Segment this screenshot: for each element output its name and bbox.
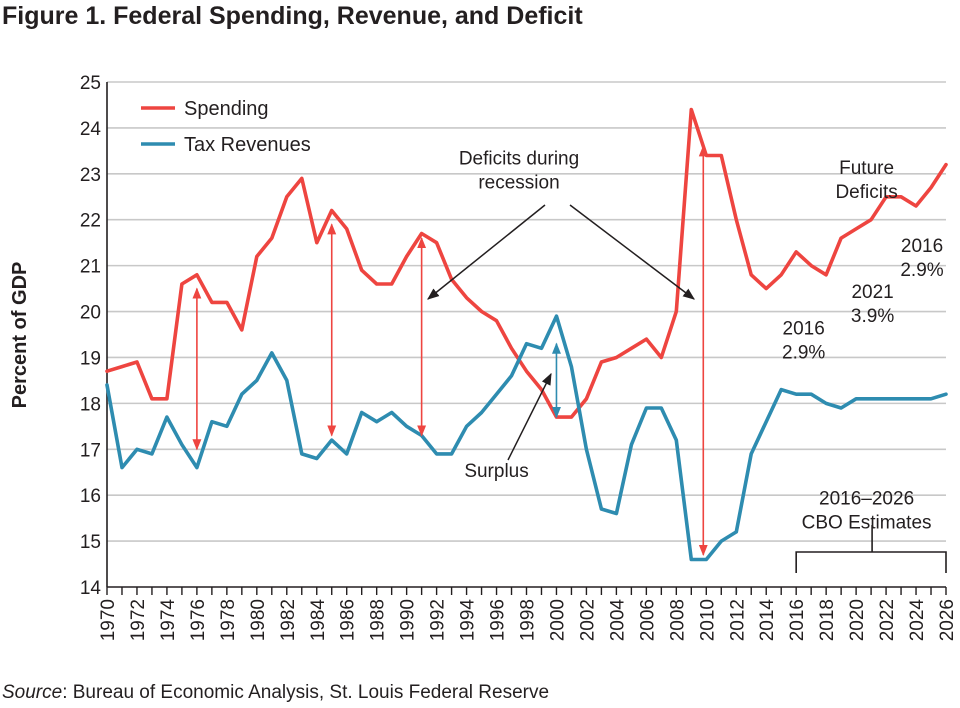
x-tick-label: 1982 — [278, 599, 299, 641]
x-tick-label: 1988 — [368, 599, 389, 641]
x-tick-label: 2022 — [877, 599, 898, 641]
x-tick-label: 2004 — [607, 599, 628, 642]
annotation-pct-2016-b: 2016 — [901, 236, 943, 257]
y-tick-label: 14 — [80, 578, 102, 599]
source-label: Source — [2, 682, 63, 703]
x-tick-label: 2018 — [817, 599, 838, 641]
y-axis-label: Percent of GDP — [9, 262, 31, 409]
x-tick-label: 2012 — [727, 599, 748, 641]
annotation-pct-2016-b: 2.9% — [900, 260, 943, 281]
y-tick-label: 25 — [80, 73, 101, 94]
annotation-future-deficits: Future — [839, 158, 894, 179]
x-tick-label: 1996 — [488, 599, 509, 641]
x-tick-label: 2014 — [757, 599, 778, 642]
annotation-future-deficits: Deficits — [835, 182, 897, 203]
annotation-cbo: CBO Estimates — [802, 512, 932, 533]
x-tick-label: 1974 — [158, 599, 179, 642]
y-tick-label: 24 — [80, 119, 102, 140]
annotation-deficits-recession: recession — [478, 173, 559, 194]
x-tick-label: 1994 — [458, 599, 479, 642]
surplus-pointer-arrow — [507, 372, 552, 461]
annotation-deficits-recession: Deficits during — [459, 149, 579, 170]
x-tick-label: 2026 — [937, 599, 958, 641]
y-tick-label: 15 — [80, 532, 101, 553]
cbo-bracket — [795, 551, 947, 573]
legend-label: Tax Revenues — [184, 134, 311, 156]
x-tick-label: 2010 — [697, 599, 718, 641]
legend-label: Spending — [184, 98, 269, 120]
x-tick-label: 1972 — [128, 599, 149, 641]
x-tick-label: 2008 — [667, 599, 688, 641]
annotation-pct-2016-a: 2016 — [783, 319, 825, 340]
annotation-pct-2016-a: 2.9% — [782, 343, 825, 364]
x-tick-label: 2024 — [907, 599, 928, 642]
recession-pointer-arrow — [427, 204, 546, 300]
x-tick-label: 1980 — [248, 599, 269, 641]
annotation-pct-2021: 2021 — [851, 282, 893, 303]
x-tick-label: 1984 — [308, 599, 329, 642]
x-tick-label: 1970 — [98, 599, 119, 641]
x-tick-label: 1976 — [188, 599, 209, 641]
annotation-cbo: 2016–2026 — [819, 488, 914, 509]
chart-title: Figure 1. Federal Spending, Revenue, and… — [2, 2, 583, 30]
x-tick-label: 2000 — [547, 599, 568, 641]
x-tick-label: 1992 — [428, 599, 449, 641]
x-tick-label: 1990 — [398, 599, 419, 641]
x-tick-label: 1978 — [218, 599, 239, 641]
y-tick-label: 22 — [80, 211, 101, 232]
x-tick-label: 2002 — [577, 599, 598, 641]
recession-pointer-arrow — [569, 204, 695, 300]
y-tick-label: 19 — [80, 348, 101, 369]
y-tick-label: 21 — [80, 257, 101, 278]
y-tick-label: 16 — [80, 486, 101, 507]
x-tick-label: 1986 — [338, 599, 359, 641]
x-tick-label: 2020 — [847, 599, 868, 641]
x-tick-label: 2006 — [637, 599, 658, 641]
source-note: Source: Bureau of Economic Analysis, St.… — [2, 682, 549, 704]
y-tick-label: 23 — [80, 165, 101, 186]
series-line-tax-revenues — [105, 314, 948, 562]
x-tick-label: 1998 — [518, 599, 539, 641]
y-tick-label: 20 — [80, 303, 101, 324]
annotation-pct-2021: 3.9% — [851, 306, 894, 327]
y-tick-label: 17 — [80, 440, 101, 461]
annotation-surplus: Surplus — [464, 461, 528, 482]
x-tick-label: 2016 — [787, 599, 808, 641]
series-line-spending — [105, 107, 948, 419]
source-text: : Bureau of Economic Analysis, St. Louis… — [62, 682, 550, 703]
y-tick-label: 18 — [80, 394, 101, 415]
